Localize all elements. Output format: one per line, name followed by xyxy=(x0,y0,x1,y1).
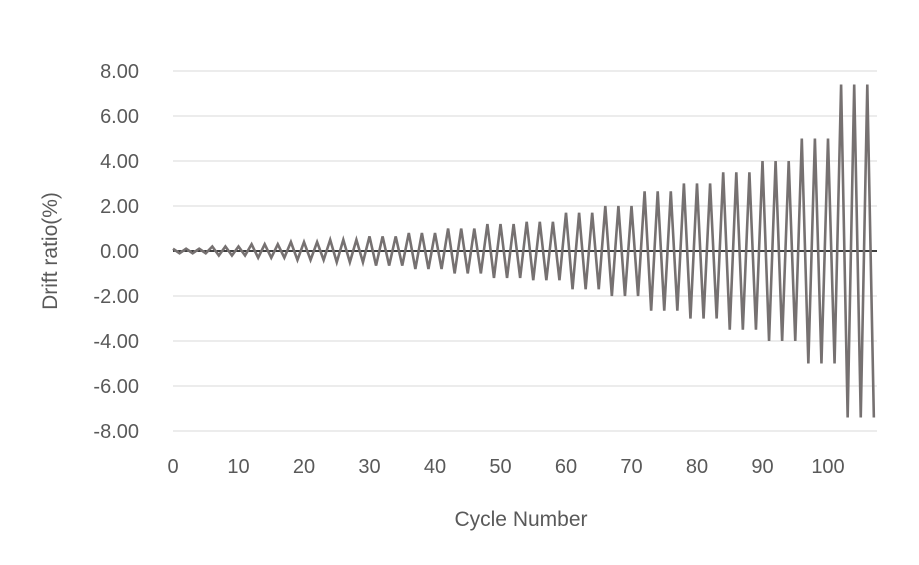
y-axis-title: Drift ratio(%) xyxy=(39,192,62,310)
x-tick-label: 60 xyxy=(555,456,577,478)
x-tick-label: 30 xyxy=(358,456,380,478)
x-tick-label: 0 xyxy=(167,456,178,478)
y-tick-label: 4.00 xyxy=(100,151,139,173)
x-tick-label: 40 xyxy=(424,456,446,478)
x-axis-tick-labels: 0 10 20 30 40 50 60 70 80 90 100 xyxy=(167,456,844,478)
x-tick-label: 50 xyxy=(489,456,511,478)
y-tick-label: -4.00 xyxy=(93,331,139,353)
x-tick-label: 20 xyxy=(293,456,315,478)
y-tick-label: 0.00 xyxy=(100,241,139,263)
y-tick-label: -2.00 xyxy=(93,286,139,308)
x-tick-label: 10 xyxy=(227,456,249,478)
y-tick-label: -6.00 xyxy=(93,376,139,398)
drift-ratio-series-line xyxy=(172,84,876,418)
x-tick-label: 90 xyxy=(751,456,773,478)
gridlines xyxy=(173,70,877,432)
x-axis-title: Cycle Number xyxy=(454,508,587,531)
y-axis-tick-labels: 8.00 6.00 4.00 2.00 0.00 -2.00 -4.00 -6.00 -8.00 xyxy=(93,61,139,443)
y-tick-label: 2.00 xyxy=(100,196,139,218)
y-tick-label: 8.00 xyxy=(100,61,139,83)
y-tick-label: 6.00 xyxy=(100,106,139,128)
x-tick-label: 100 xyxy=(811,456,844,478)
y-tick-label: -8.00 xyxy=(93,421,139,443)
x-tick-label: 70 xyxy=(620,456,642,478)
x-tick-label: 80 xyxy=(686,456,708,478)
